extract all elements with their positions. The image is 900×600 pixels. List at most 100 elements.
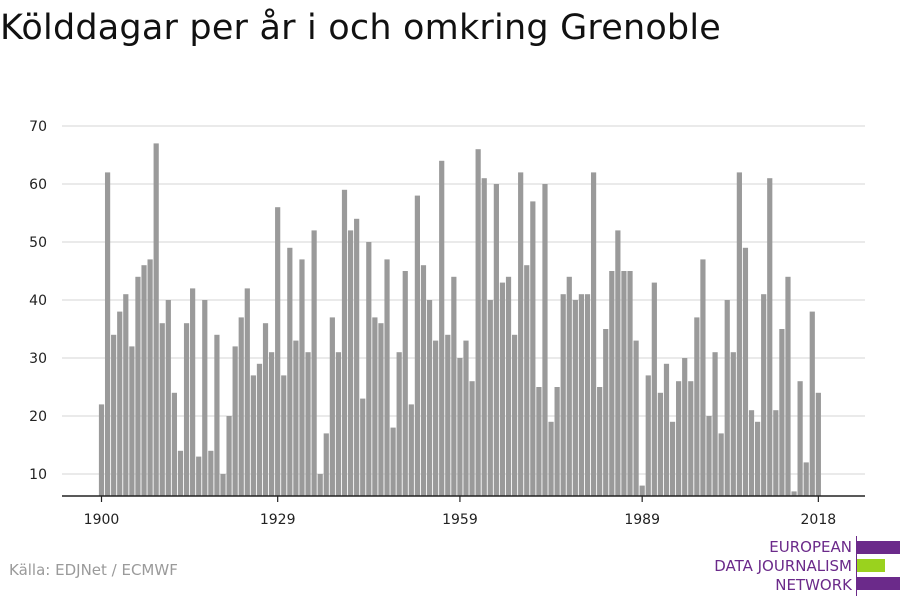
- bar-1954: [426, 300, 433, 496]
- bar-1965: [493, 184, 499, 496]
- logo-line-1: EUROPEAN: [769, 538, 852, 556]
- bar-1909: [153, 143, 159, 496]
- bar-1996: [682, 358, 688, 496]
- bar-1931: [287, 247, 293, 496]
- bar-1928: [269, 352, 275, 496]
- logo-bar-middle: [857, 559, 885, 572]
- bar-1913: [177, 450, 184, 496]
- bar-1975: [554, 387, 560, 496]
- bar-1924: [244, 288, 250, 496]
- bar-2015: [797, 381, 803, 496]
- bar-1934: [305, 352, 311, 496]
- edjnet-logo: EUROPEAN DATA JOURNALISM NETWORK: [700, 536, 900, 596]
- x-tick-label: 2018: [801, 512, 837, 528]
- bar-2004: [730, 352, 736, 496]
- bar-1966: [499, 282, 506, 496]
- bar-1935: [311, 230, 317, 496]
- y-tick-label: 60: [29, 177, 47, 193]
- bar-1979: [578, 294, 585, 496]
- bar-1910: [159, 323, 165, 496]
- bar-1938: [329, 317, 335, 496]
- y-tick-label: 10: [29, 467, 47, 483]
- bars: [98, 143, 821, 497]
- bar-1952: [414, 195, 420, 496]
- bar-1984: [609, 271, 615, 496]
- bar-1939: [335, 352, 342, 496]
- bar-1914: [183, 323, 190, 496]
- bar-1930: [281, 375, 287, 496]
- bar-2000: [706, 416, 712, 496]
- bar-1986: [621, 271, 627, 496]
- y-tick-label: 50: [29, 235, 47, 251]
- bar-1919: [214, 334, 220, 496]
- bar-2001: [712, 352, 718, 496]
- source-note: Källa: EDJNet / ECMWF: [9, 561, 178, 579]
- bar-1900: [98, 404, 105, 496]
- bar-1961: [469, 381, 475, 496]
- bar-1916: [196, 456, 202, 496]
- bar-1998: [694, 317, 700, 496]
- bar-2009: [761, 294, 767, 496]
- x-tick-label: 1959: [442, 512, 478, 528]
- bar-1955: [433, 340, 439, 496]
- bar-2016: [803, 462, 809, 496]
- y-tick-label: 70: [29, 119, 47, 135]
- bar-2002: [718, 433, 724, 496]
- bar-1902: [111, 334, 117, 496]
- bar-1941: [347, 230, 354, 496]
- bar-2010: [767, 178, 773, 496]
- bar-1937: [323, 433, 329, 496]
- bar-1957: [445, 334, 451, 496]
- y-tick-label: 20: [29, 409, 47, 425]
- bar-1944: [366, 242, 372, 496]
- bar-1933: [299, 259, 305, 496]
- bar-1912: [171, 392, 177, 496]
- bar-1905: [129, 346, 135, 496]
- bar-1925: [250, 375, 256, 496]
- y-tick-label: 30: [29, 351, 47, 367]
- bar-2018: [815, 392, 821, 496]
- chart-title: Kölddagar per år i och omkring Grenoble: [0, 8, 722, 48]
- bar-1908: [147, 259, 153, 496]
- logo-line-3: NETWORK: [775, 576, 852, 594]
- bar-1947: [384, 259, 390, 496]
- bar-1990: [645, 375, 651, 496]
- bar-1946: [378, 323, 384, 496]
- bar-1958: [451, 276, 457, 496]
- bar-2011: [773, 410, 779, 496]
- bar-2007: [748, 410, 755, 496]
- bar-1964: [487, 300, 493, 496]
- bar-1972: [536, 387, 542, 496]
- bar-1943: [360, 398, 366, 496]
- bar-1904: [123, 294, 129, 496]
- bar-1921: [226, 416, 232, 496]
- bar-1951: [408, 404, 414, 496]
- bar-2005: [736, 172, 742, 496]
- bar-1997: [688, 381, 694, 496]
- bar-1963: [481, 178, 487, 496]
- bar-2006: [742, 247, 749, 496]
- bar-1985: [615, 230, 621, 496]
- x-tick-label: 1900: [84, 512, 120, 528]
- logo-bar-bottom: [857, 577, 900, 590]
- bar-1926: [256, 363, 263, 496]
- bar-1968: [512, 334, 518, 496]
- bar-1962: [475, 149, 481, 496]
- bar-1993: [663, 363, 670, 496]
- bar-1940: [341, 189, 348, 497]
- bar-1977: [566, 276, 572, 496]
- bar-1915: [190, 288, 196, 496]
- y-tick-label: 40: [29, 293, 47, 309]
- bar-1994: [669, 421, 676, 496]
- bar-1983: [603, 329, 609, 496]
- bar-1970: [524, 265, 530, 496]
- bar-1982: [597, 387, 603, 496]
- bar-1991: [651, 282, 657, 496]
- bar-1949: [396, 352, 402, 496]
- x-tick-label: 1989: [624, 512, 660, 528]
- bar-1911: [165, 300, 171, 496]
- logo-line-2: DATA JOURNALISM: [714, 557, 852, 575]
- logo-bar-top: [857, 541, 900, 554]
- bar-1929: [275, 207, 281, 496]
